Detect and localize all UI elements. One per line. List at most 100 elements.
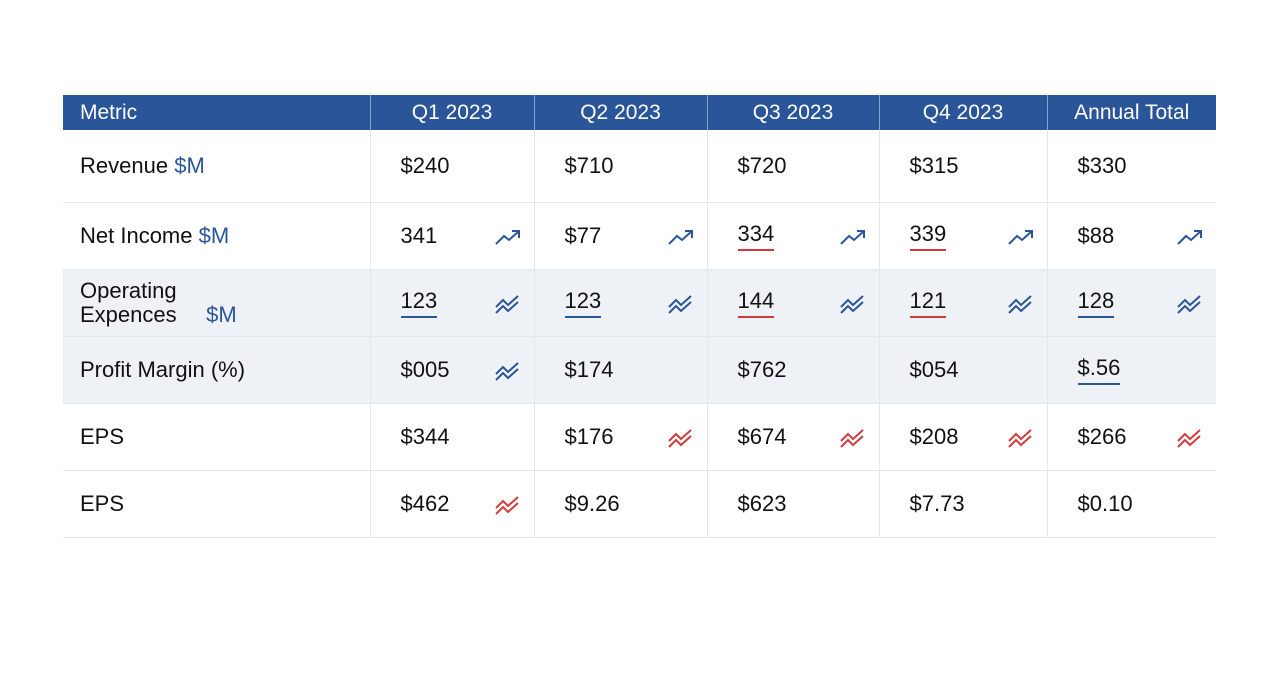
value: $330 — [1077, 153, 1127, 178]
row-label: EPS — [80, 424, 125, 449]
cell: $762 — [707, 336, 880, 404]
row-unit: $M — [174, 153, 205, 178]
value: 121 — [909, 288, 947, 318]
row-unit: $M — [198, 223, 230, 248]
row-label-cell: EPS — [63, 470, 371, 538]
cell: $054 — [879, 336, 1048, 404]
value: $240 — [400, 153, 450, 178]
row: Profit Margin (%) $005 $174 $762 $054 $.… — [63, 336, 1216, 404]
value: $208 — [909, 424, 959, 449]
row: EPS $344 $176 $674 $208 $266 — [63, 403, 1216, 471]
cell: 123 — [534, 269, 708, 337]
cell: 144 — [707, 269, 880, 337]
value: $674 — [737, 424, 787, 449]
row-label: Revenue — [80, 153, 169, 178]
trend-icon — [839, 295, 867, 315]
value: $266 — [1077, 424, 1127, 449]
trend-up-icon — [667, 228, 695, 248]
trend-icon — [494, 362, 522, 382]
row-label-cell: EPS — [63, 403, 371, 471]
trend-up-icon — [494, 228, 522, 248]
cell: $674 — [707, 403, 880, 471]
column-header: Annual Total — [1047, 95, 1216, 130]
value: 123 — [400, 288, 438, 318]
cell: 339 — [879, 202, 1048, 270]
row-label-cell: Net Income $M — [63, 202, 371, 270]
cell: $462 — [370, 470, 535, 538]
value: $762 — [737, 357, 787, 382]
row: Revenue $M $240 $710 $720 $315 $330 — [63, 130, 1216, 203]
value: $176 — [564, 424, 614, 449]
column-header: Q2 2023 — [534, 95, 708, 130]
table-container: Metric Q1 2023 Q2 2023 Q3 2023 Q4 2023 A… — [63, 95, 1216, 538]
cell: $240 — [370, 130, 535, 203]
value: $174 — [564, 357, 614, 382]
value: $315 — [909, 153, 959, 178]
cell: $720 — [707, 130, 880, 203]
value: $623 — [737, 491, 787, 516]
cell: $208 — [879, 403, 1048, 471]
value: $9.26 — [564, 491, 620, 516]
financial-table: Metric Q1 2023 Q2 2023 Q3 2023 Q4 2023 A… — [63, 95, 1216, 538]
row-label-cell: Operating Expences $M — [63, 269, 371, 337]
trend-up-icon — [1007, 228, 1035, 248]
row-label-cell: Revenue $M — [63, 130, 371, 203]
row-label: Profit Margin (%) — [80, 357, 246, 382]
row-label: EPS — [80, 491, 125, 516]
trend-icon — [1007, 295, 1035, 315]
row: EPS $462 $9.26 $623 $7.73 $0.10 — [63, 470, 1216, 538]
cell: $.56 — [1047, 336, 1216, 404]
value: $710 — [564, 153, 614, 178]
trend-up-icon — [1176, 228, 1204, 248]
cell: $174 — [534, 336, 708, 404]
trend-icon — [494, 295, 522, 315]
cell: 123 — [370, 269, 535, 337]
value: $720 — [737, 153, 787, 178]
trend-icon — [839, 429, 867, 449]
value: $7.73 — [909, 491, 965, 516]
header-row: Metric Q1 2023 Q2 2023 Q3 2023 Q4 2023 A… — [63, 95, 1216, 130]
value: 341 — [400, 223, 438, 248]
value: $77 — [564, 223, 602, 248]
cell: $330 — [1047, 130, 1216, 203]
row-label: Net Income — [80, 223, 193, 248]
value: 128 — [1077, 288, 1115, 318]
value: $0.10 — [1077, 491, 1133, 516]
value: $.56 — [1077, 355, 1121, 385]
cell: $266 — [1047, 403, 1216, 471]
cell: $176 — [534, 403, 708, 471]
cell: $005 — [370, 336, 535, 404]
cell: $344 — [370, 403, 535, 471]
trend-icon — [667, 429, 695, 449]
value: $005 — [400, 357, 450, 382]
column-header: Q4 2023 — [879, 95, 1048, 130]
trend-up-icon — [839, 228, 867, 248]
cell: $315 — [879, 130, 1048, 203]
value: $344 — [400, 424, 450, 449]
cell: $9.26 — [534, 470, 708, 538]
value: $054 — [909, 357, 959, 382]
cell: 341 — [370, 202, 535, 270]
cell: 334 — [707, 202, 880, 270]
column-header: Q3 2023 — [707, 95, 880, 130]
column-header: Q1 2023 — [370, 95, 535, 130]
column-header: Metric — [63, 95, 371, 130]
row: Net Income $M 341 $77 334 339 $88 — [63, 202, 1216, 270]
cell: 128 — [1047, 269, 1216, 337]
trend-icon — [1176, 429, 1204, 449]
value: 123 — [564, 288, 602, 318]
value: $462 — [400, 491, 450, 516]
cell: $77 — [534, 202, 708, 270]
value: 144 — [737, 288, 775, 318]
trend-icon — [1007, 429, 1035, 449]
cell: $0.10 — [1047, 470, 1216, 538]
cell: $88 — [1047, 202, 1216, 270]
trend-icon — [494, 496, 522, 516]
trend-icon — [1176, 295, 1204, 315]
value: $88 — [1077, 223, 1115, 248]
row: Operating Expences $M 123 123 144 121 12… — [63, 269, 1216, 337]
row-label: Operating Expences — [80, 278, 177, 327]
row-unit: $M — [206, 302, 237, 327]
trend-icon — [667, 295, 695, 315]
